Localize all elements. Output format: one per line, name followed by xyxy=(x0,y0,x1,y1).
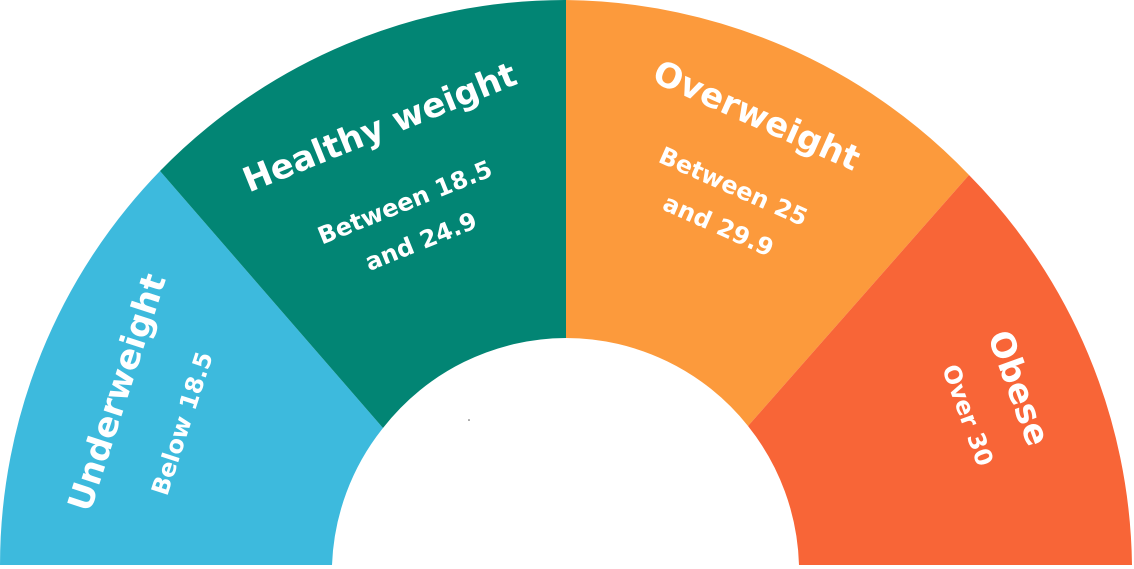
segment-underweight: Underweight Below 18.5 xyxy=(0,171,383,565)
segment-obese: Obese Over 30 xyxy=(748,175,1132,565)
segment-overweight: Overweight Between 25 and 29.9 xyxy=(566,0,969,426)
speck-dot xyxy=(468,419,470,421)
segment-obese-band xyxy=(748,175,1132,565)
segment-underweight-band xyxy=(0,171,383,565)
segment-healthy-band xyxy=(160,0,566,428)
segment-healthy: Healthy weight Between 18.5 and 24.9 xyxy=(160,0,566,428)
segment-overweight-band xyxy=(566,0,969,426)
